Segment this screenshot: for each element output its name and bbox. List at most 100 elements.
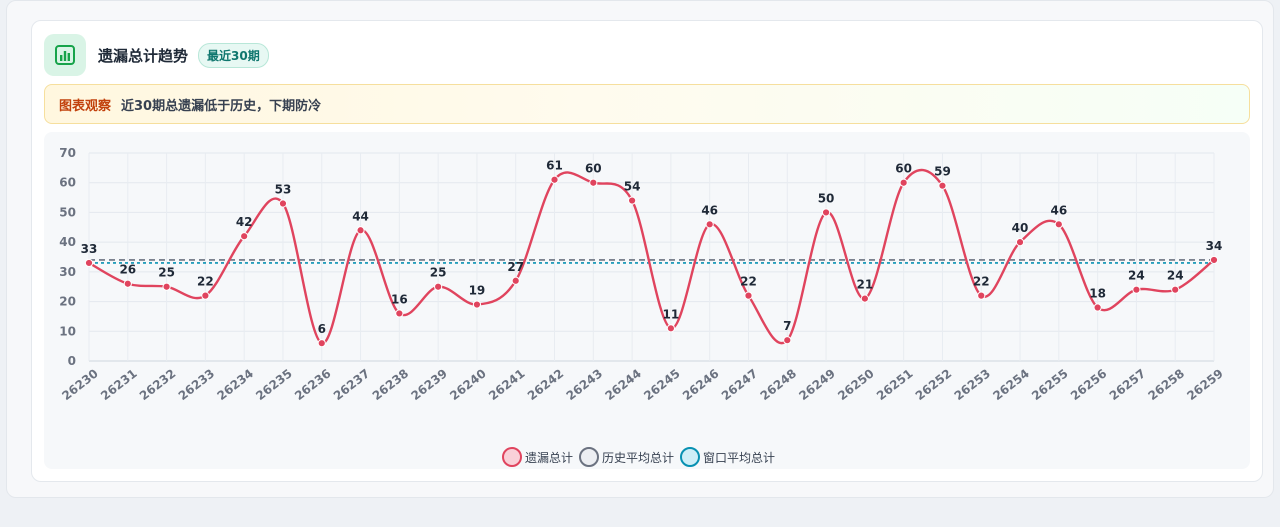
data-label: 6 xyxy=(318,322,326,336)
legend-item-window-avg[interactable]: 窗口平均总计 xyxy=(680,447,775,467)
data-label: 34 xyxy=(1206,239,1223,253)
data-point xyxy=(395,309,404,318)
data-label: 60 xyxy=(895,162,912,176)
data-point xyxy=(1054,220,1063,229)
x-tick-label: 26257 xyxy=(1107,366,1149,403)
legend-swatch-history-avg xyxy=(579,447,600,467)
data-point xyxy=(278,199,288,208)
x-tick-label: 26253 xyxy=(952,366,994,403)
data-point xyxy=(550,175,559,184)
data-label: 54 xyxy=(624,180,641,194)
x-tick-label: 26248 xyxy=(758,366,800,403)
data-point xyxy=(511,276,520,285)
legend-label-window-avg: 窗口平均总计 xyxy=(703,450,776,465)
observation-text: 近30期总遗漏低于历史，下期防冷 xyxy=(121,98,322,114)
line-chart: 0 10 20 30 40 50 60 70 2623026231262322623326234… xyxy=(59,146,1226,403)
x-tick-label: 26236 xyxy=(292,366,334,403)
data-label: 40 xyxy=(1012,221,1029,235)
data-point xyxy=(899,178,908,187)
data-point xyxy=(860,294,869,303)
card-title: 遗漏总计趋势 xyxy=(98,46,189,65)
data-point xyxy=(1132,285,1141,294)
x-tick-label: 26235 xyxy=(253,366,295,403)
data-label: 59 xyxy=(934,165,951,179)
period-badge: 最近30期 xyxy=(198,42,269,68)
card-header: 遗漏总计趋势 最近30期 xyxy=(44,33,269,77)
x-tick-label: 26232 xyxy=(137,366,179,403)
x-tick-label: 26233 xyxy=(176,366,218,403)
data-point xyxy=(1093,303,1102,312)
data-label: 50 xyxy=(818,191,835,205)
chart-legend: 遗漏总计 历史平均总计 窗口平均总计 xyxy=(502,447,781,467)
y-tick-label: 0 xyxy=(68,354,76,368)
legend-swatch-series xyxy=(502,447,522,467)
data-label: 16 xyxy=(391,292,408,306)
data-point xyxy=(84,258,94,268)
legend-item-series[interactable]: 遗漏总计 xyxy=(502,447,573,467)
data-label: 53 xyxy=(275,183,292,197)
x-tick-label: 26258 xyxy=(1146,366,1188,403)
legend-label-history-avg: 历史平均总计 xyxy=(602,450,675,465)
y-tick-label: 50 xyxy=(59,205,76,219)
data-label: 33 xyxy=(81,242,98,256)
x-tick-label: 26241 xyxy=(486,366,528,403)
data-label: 42 xyxy=(236,215,253,229)
x-tick-label: 26255 xyxy=(1029,366,1071,403)
x-tick-label: 26259 xyxy=(1184,366,1226,403)
data-point xyxy=(162,282,171,291)
data-point xyxy=(666,324,675,333)
data-label: 7 xyxy=(783,319,791,333)
data-point xyxy=(472,300,482,309)
data-point xyxy=(240,232,249,241)
data-label: 22 xyxy=(973,275,990,289)
data-label: 46 xyxy=(701,203,718,217)
data-point xyxy=(589,178,598,187)
data-point xyxy=(1209,255,1219,265)
data-point xyxy=(123,279,132,288)
x-tick-label: 26242 xyxy=(525,366,567,403)
x-tick-label: 26237 xyxy=(331,366,373,403)
data-point xyxy=(977,291,986,300)
data-point xyxy=(628,196,637,205)
data-label: 21 xyxy=(857,278,874,292)
data-point xyxy=(744,291,753,300)
observation-banner: 图表观察 近30期总遗漏低于历史，下期防冷 xyxy=(44,84,1250,124)
x-tick-label: 26238 xyxy=(370,366,412,403)
y-tick-label: 70 xyxy=(59,146,76,160)
legend-swatch-window-avg xyxy=(680,447,701,467)
x-tick-label: 26243 xyxy=(564,366,606,403)
x-tick-label: 26250 xyxy=(835,366,877,403)
data-label: 24 xyxy=(1167,269,1184,283)
x-tick-label: 26230 xyxy=(59,366,101,403)
y-tick-label: 40 xyxy=(59,235,76,249)
x-tick-label: 26234 xyxy=(215,366,257,403)
observation-label: 图表观察 xyxy=(59,98,112,114)
y-tick-label: 60 xyxy=(59,176,76,190)
legend-item-history-avg[interactable]: 历史平均总计 xyxy=(579,447,674,467)
series-line-main xyxy=(88,168,1215,345)
bar-chart-icon xyxy=(44,34,86,76)
x-tick-label: 26245 xyxy=(641,366,683,403)
x-tick-label: 26251 xyxy=(874,366,916,403)
x-tick-label: 26247 xyxy=(719,366,761,403)
data-point xyxy=(317,339,326,348)
data-point xyxy=(821,208,831,217)
data-point xyxy=(938,181,947,190)
y-tick-label: 20 xyxy=(59,295,76,309)
data-label: 26 xyxy=(119,263,136,277)
data-label: 11 xyxy=(663,307,680,321)
data-label: 19 xyxy=(469,284,486,298)
x-tick-label: 26254 xyxy=(990,366,1032,403)
data-label: 46 xyxy=(1050,203,1067,217)
page-container: 遗漏总计趋势 最近30期 图表观察 近30期总遗漏低于历史，下期防冷 0 10 20… xyxy=(6,0,1274,498)
x-tick-label: 26231 xyxy=(98,366,140,403)
data-label: 22 xyxy=(740,275,757,289)
data-label: 24 xyxy=(1128,269,1145,283)
data-label: 25 xyxy=(158,266,175,280)
y-tick-label: 30 xyxy=(59,265,76,279)
data-point xyxy=(783,336,792,345)
data-label: 61 xyxy=(546,159,563,173)
data-label: 44 xyxy=(352,209,369,223)
x-tick-label: 26246 xyxy=(680,366,722,403)
data-point xyxy=(1015,238,1025,247)
